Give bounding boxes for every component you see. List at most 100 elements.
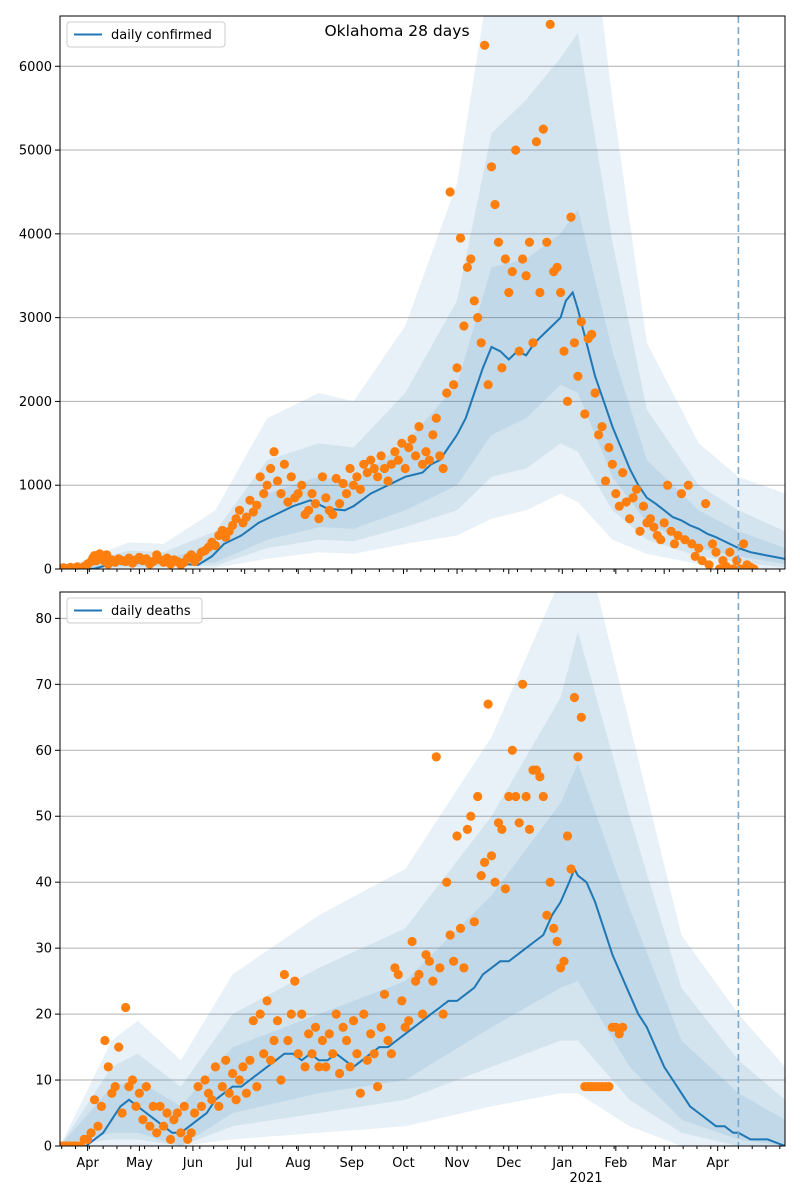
deaths-data-point [404, 1016, 414, 1026]
confirmed-data-point [597, 422, 607, 432]
deaths-data-point [314, 1062, 324, 1072]
deaths-x-tick-label: Aug [286, 1156, 311, 1171]
confirmed-data-point [514, 346, 524, 356]
deaths-data-point [417, 1009, 428, 1019]
deaths-x-tick-label: Jan [551, 1156, 572, 1171]
deaths-data-point [431, 752, 441, 762]
deaths-data-point [117, 1108, 127, 1118]
confirmed-data-point [417, 459, 428, 469]
confirmed-data-point [272, 476, 283, 486]
confirmed-data-point [269, 447, 279, 457]
deaths-data-point [345, 1062, 355, 1072]
deaths-data-point [569, 692, 580, 703]
confirmed-data-point [590, 388, 600, 398]
deaths-data-point [504, 791, 514, 802]
deaths-data-point [352, 1049, 362, 1059]
deaths-y-tick-label: 30 [35, 942, 52, 957]
deaths-y-tick-label: 20 [35, 1008, 52, 1023]
confirmed-bands [60, 16, 785, 569]
deaths-model-path [60, 866, 785, 1146]
deaths-data-point [307, 1049, 317, 1059]
deaths-data-point [335, 1068, 345, 1079]
deaths-data-point [186, 1128, 196, 1138]
deaths-y-tick-label: 10 [35, 1074, 52, 1089]
deaths-data-point [86, 1128, 96, 1138]
deaths-data-point [435, 963, 445, 973]
confirmed-data-point [366, 455, 376, 465]
deaths-data-point [376, 1022, 386, 1032]
confirmed-data-point [369, 463, 379, 474]
confirmed-y-tick-label: 3000 [19, 311, 52, 326]
confirmed-data-point [656, 535, 666, 545]
deaths-data-point [328, 1049, 338, 1059]
confirmed-data-point [545, 19, 555, 29]
deaths-data-point [542, 910, 552, 920]
deaths-data-point [172, 1108, 182, 1118]
deaths-data-point [341, 1035, 352, 1046]
confirmed-data-point [314, 514, 324, 524]
deaths-y-tick-label: 60 [35, 744, 52, 759]
deaths-data-point [383, 1035, 393, 1046]
confirmed-data-point [497, 363, 507, 373]
confirmed-data-point [701, 499, 711, 509]
deaths-data-point [486, 851, 497, 861]
deaths-data-point [518, 679, 528, 689]
deaths-data-point [414, 969, 424, 980]
confirmed-data-point [732, 556, 742, 566]
deaths-data-point [521, 791, 531, 802]
confirmed-y-tick-label: 0 [44, 563, 52, 578]
confirmed-data-point [414, 422, 424, 432]
deaths-data-point [155, 1101, 165, 1111]
confirmed-data-point [486, 162, 497, 172]
confirmed-data-point [390, 447, 400, 457]
deaths-data-point [89, 1095, 100, 1105]
confirmed-data-point [345, 463, 355, 474]
deaths-x-ticks: Apr May Jun Jul Aug Sep Oct Nov Dec Jan Feb Mar Apr [61, 1146, 781, 1171]
deaths-data-point [121, 1002, 131, 1013]
deaths-data-point [459, 963, 469, 973]
confirmed-data-point [421, 447, 431, 457]
confirmed-data-point [462, 262, 472, 272]
deaths-data-point [293, 1049, 303, 1059]
deaths-x-tick-label: Nov [444, 1156, 470, 1171]
deaths-data-point [252, 1082, 262, 1092]
confirmed-data-point [466, 254, 476, 264]
deaths-data-point [228, 1068, 238, 1079]
deaths-data-point [200, 1075, 210, 1085]
deaths-data-point [276, 1075, 286, 1085]
deaths-data-point [152, 1128, 162, 1138]
confirmed-data-point [594, 430, 604, 440]
deaths-x-tick-label: Jun [182, 1156, 203, 1171]
deaths-legend: daily deaths [66, 597, 203, 624]
deaths-data-point [248, 1016, 258, 1026]
confirmed-data-point [683, 480, 693, 490]
deaths-x-tick-label: Apr [76, 1156, 99, 1171]
deaths-data-point [535, 772, 545, 782]
deaths-data-point [393, 969, 403, 980]
deaths-data-point [362, 1055, 372, 1065]
confirmed-data-point [321, 493, 331, 503]
confirmed-data-point [694, 543, 704, 553]
confirmed-y-tick-label: 1000 [19, 479, 52, 494]
confirmed-data-point [500, 254, 510, 264]
deaths-data-point [473, 791, 483, 802]
deaths-data-point [145, 1121, 155, 1131]
deaths-data-point [428, 976, 438, 986]
confirmed-data-point [680, 535, 690, 545]
confirmed-data-point [528, 338, 538, 348]
confirmed-data-point [607, 459, 618, 469]
confirmed-data-point [400, 463, 410, 474]
confirmed-data-point [276, 489, 286, 499]
confirmed-data-point [707, 539, 718, 549]
confirmed-data-point [625, 514, 635, 524]
deaths-chart: 0 10 20 30 40 50 60 70 80 Apr May Jun Jul Aug Sep Oct N… [35, 591, 786, 1186]
deaths-data-point [566, 864, 576, 874]
deaths-data-point [255, 1009, 265, 1019]
confirmed-data-point [711, 547, 721, 557]
confirmed-y-tick-label: 6000 [19, 60, 52, 75]
deaths-data-point [217, 1082, 227, 1092]
confirmed-model-path [60, 290, 785, 569]
deaths-data-point [210, 1062, 220, 1072]
deaths-data-point [355, 1088, 365, 1098]
deaths-data-point [196, 1101, 207, 1111]
